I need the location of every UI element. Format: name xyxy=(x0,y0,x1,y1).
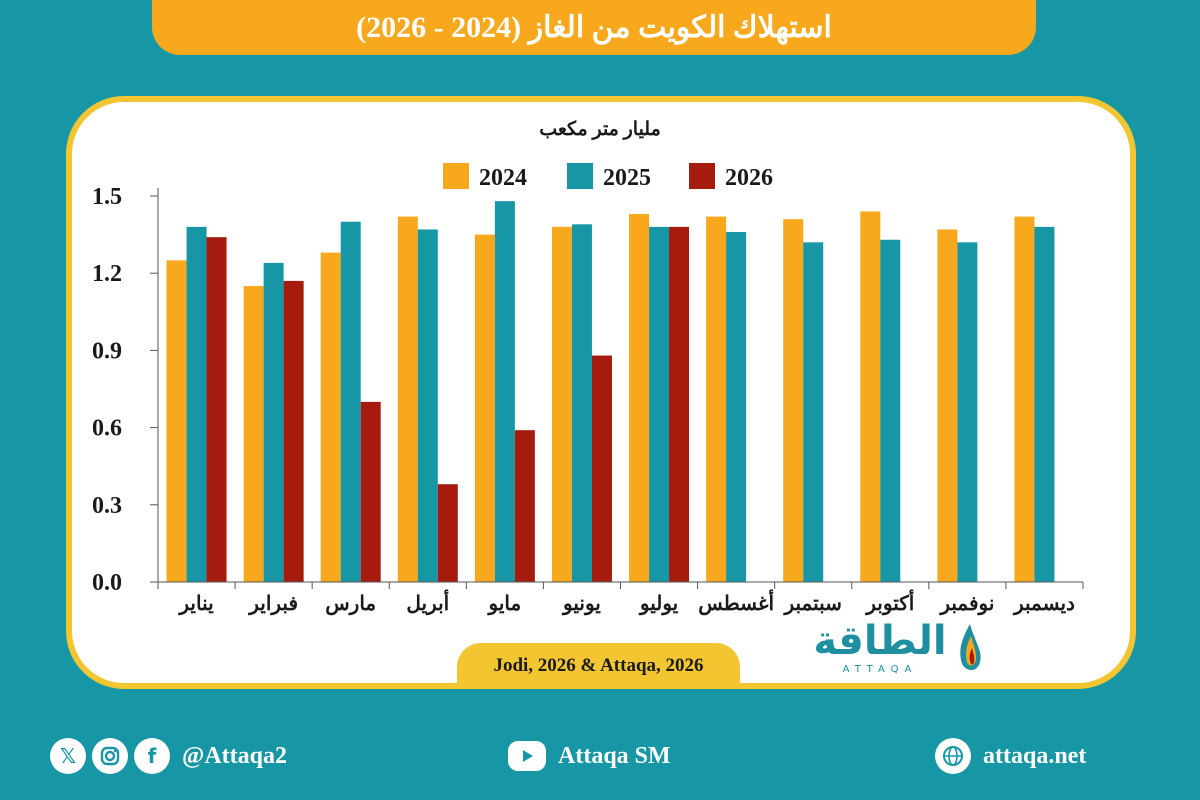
bar-2024-0 xyxy=(166,260,187,582)
x-tick-label: نوفمبر xyxy=(938,593,994,616)
flame-drop-icon xyxy=(960,624,981,671)
x-tick-label: يوليو xyxy=(638,593,679,616)
x-tick-label: يونيو xyxy=(561,593,601,616)
bar-2024-7 xyxy=(706,216,727,582)
bar-2025-1 xyxy=(263,262,284,582)
bar-2026-4 xyxy=(514,430,535,582)
title-banner: استهلاك الكويت من الغاز (2024 - 2026) xyxy=(152,0,1036,55)
x-tick-label: أكتوبر xyxy=(864,589,914,616)
social-footer: 𝕏 f @Attaqa2 xyxy=(50,734,287,778)
legend-label: 2025 xyxy=(603,165,651,191)
y-tick-label: 1.5 xyxy=(92,184,122,210)
bar-2025-11 xyxy=(1034,226,1055,582)
x-tick-label: أغسطس xyxy=(698,589,774,616)
bar-2024-8 xyxy=(783,219,804,582)
legend: 2024 2025 2026 xyxy=(443,163,773,191)
legend-swatch-2024 xyxy=(443,163,469,189)
bar-2024-2 xyxy=(320,252,341,582)
bar-2025-5 xyxy=(571,224,592,582)
website-footer: attaqa.net xyxy=(935,734,1086,778)
bar-2024-6 xyxy=(629,214,650,582)
logo-subtitle: ATTAQA xyxy=(842,664,918,675)
x-tick-label: مايو xyxy=(487,593,522,616)
bar-2024-10 xyxy=(937,229,958,582)
bar-2025-9 xyxy=(880,239,901,582)
x-tick-label: مارس xyxy=(325,593,376,616)
y-axis: 0.0 0.3 0.6 0.9 1.2 1.5 xyxy=(92,184,159,596)
bar-2024-11 xyxy=(1014,216,1035,582)
y-tick-label: 0.0 xyxy=(92,570,122,596)
youtube-footer: Attaqa SM xyxy=(508,734,671,778)
bar-2025-6 xyxy=(649,226,670,582)
bar-2026-2 xyxy=(360,401,381,582)
website-url[interactable]: attaqa.net xyxy=(983,742,1087,769)
bar-2024-9 xyxy=(860,211,881,582)
social-handle[interactable]: @Attaqa2 xyxy=(182,742,287,769)
y-tick-label: 0.3 xyxy=(92,493,122,519)
y-tick-label: 1.2 xyxy=(92,261,122,287)
youtube-icon[interactable] xyxy=(508,741,546,771)
chart-title: استهلاك الكويت من الغاز (2024 - 2026) xyxy=(356,11,832,44)
bars xyxy=(166,201,1055,582)
bar-2025-2 xyxy=(340,221,361,582)
instagram-icon[interactable] xyxy=(92,738,128,774)
bar-2025-3 xyxy=(417,229,438,582)
legend-swatch-2026 xyxy=(689,163,715,189)
facebook-icon[interactable]: f xyxy=(134,738,170,774)
bar-2025-4 xyxy=(494,201,515,582)
legend-label: 2024 xyxy=(479,165,527,191)
logo-text: الطاقة xyxy=(813,618,947,664)
bar-2026-6 xyxy=(669,226,690,582)
y-tick-label: 0.6 xyxy=(92,416,122,442)
x-axis: يناير فبراير مارس أبريل مايو يونيو يوليو أغسطس س… xyxy=(157,581,1084,616)
x-tick-label: سبتمبر xyxy=(782,593,841,616)
legend-swatch-2025 xyxy=(567,163,593,189)
x-icon[interactable]: 𝕏 xyxy=(50,738,86,774)
youtube-channel[interactable]: Attaqa SM xyxy=(558,742,671,769)
bar-2026-1 xyxy=(283,280,304,582)
x-tick-label: أبريل xyxy=(406,589,449,616)
bar-2025-0 xyxy=(186,226,207,582)
bar-2026-5 xyxy=(591,355,612,582)
bar-2024-1 xyxy=(243,286,264,582)
globe-icon[interactable] xyxy=(935,738,971,774)
x-tick-label: ديسمبر xyxy=(1012,593,1075,616)
bar-2025-10 xyxy=(957,242,978,582)
legend-label: 2026 xyxy=(725,165,773,191)
attaqa-logo: الطاقة ATTAQA xyxy=(810,618,990,684)
bar-2025-8 xyxy=(803,242,824,582)
bar-2026-0 xyxy=(206,237,227,582)
source-label: Jodi, 2026 & Attaqa, 2026 xyxy=(457,643,740,689)
bar-2026-3 xyxy=(437,484,458,582)
y-tick-label: 0.9 xyxy=(92,338,122,364)
bar-2024-5 xyxy=(551,226,572,582)
x-tick-label: يناير xyxy=(177,593,214,616)
y-axis-label: مليار متر مكعب xyxy=(539,119,661,140)
bar-2024-3 xyxy=(397,216,418,582)
bar-2024-4 xyxy=(474,234,495,582)
x-tick-label: فبراير xyxy=(247,593,298,616)
bar-2025-7 xyxy=(726,232,747,582)
